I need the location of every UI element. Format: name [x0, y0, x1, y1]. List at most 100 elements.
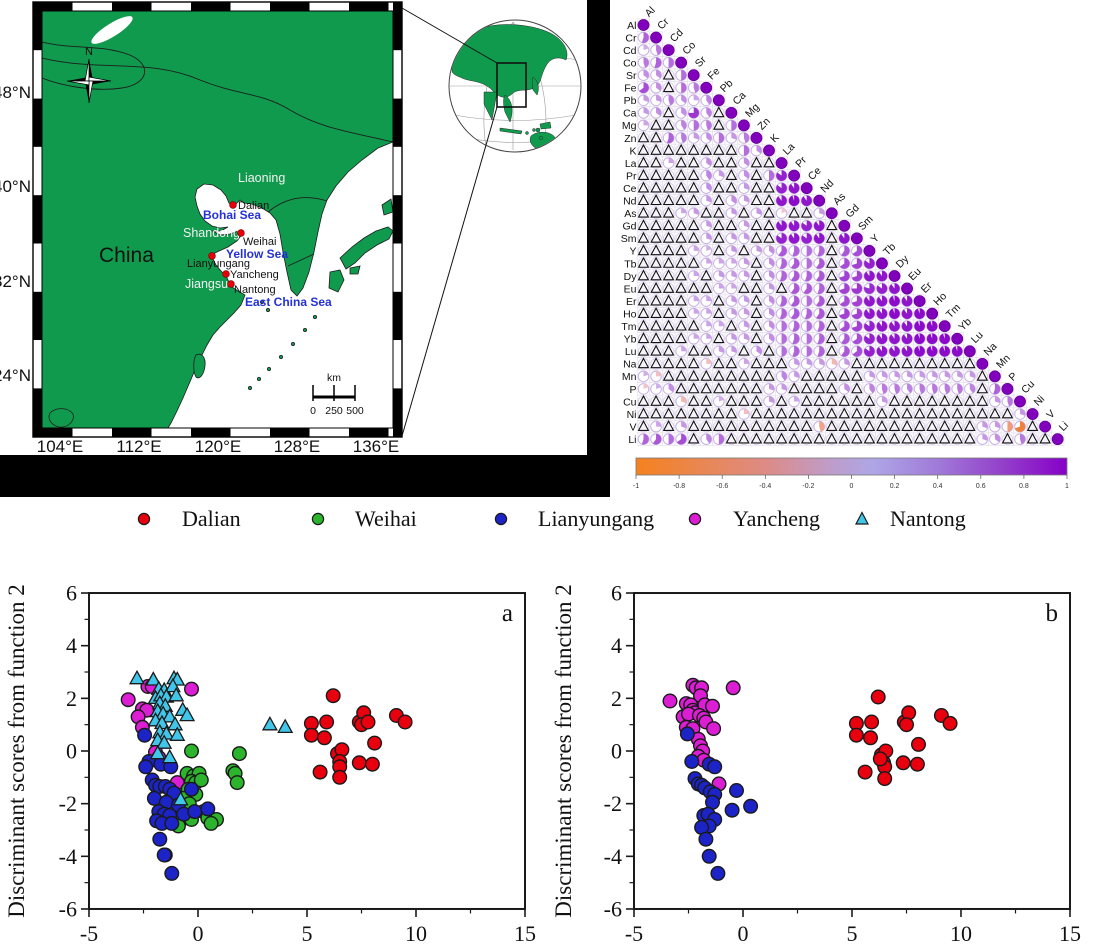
- corr-cell: [788, 382, 800, 395]
- corr-cell: [763, 344, 775, 358]
- corr-cell: [637, 131, 650, 144]
- x-tick-label: -5: [625, 921, 643, 946]
- corr-cell: [963, 357, 976, 370]
- corr-cell: [700, 206, 713, 220]
- corr-cell: [687, 207, 700, 220]
- corr-cell: [637, 370, 650, 383]
- corr-cell: [687, 295, 700, 307]
- data-point: [156, 734, 173, 749]
- corr-cell: [876, 432, 888, 445]
- corr-cell: [775, 207, 788, 220]
- corr-cell: [650, 31, 662, 44]
- corr-cell: [838, 270, 851, 282]
- corr-cell: [964, 370, 976, 383]
- corr-cell: [712, 420, 725, 433]
- corr-cell: [775, 182, 788, 194]
- x-tick-label: 5: [302, 921, 313, 946]
- corr-cell: [838, 369, 851, 383]
- corr-cell: [825, 319, 838, 333]
- corr-cell: [687, 382, 700, 395]
- corr-cell: [901, 332, 913, 345]
- corr-diagonal-label: Cu: [1019, 378, 1037, 396]
- corr-cell: [662, 157, 675, 169]
- scatter-plot-b: -5 0 5 10 15 -6 -4 -2 0 2 4 6 Discriminant scores fr…: [551, 581, 1081, 946]
- corr-cell: [637, 181, 650, 194]
- data-point: [728, 782, 744, 798]
- corr-cell: [863, 332, 876, 345]
- corr-cell: [637, 19, 650, 31]
- corr-cell: [901, 282, 913, 295]
- corr-cell: [788, 332, 800, 345]
- corr-cell: [838, 407, 851, 420]
- corr-cell: [876, 357, 888, 370]
- corr-cell: [863, 282, 876, 295]
- data-point: [187, 804, 203, 820]
- corr-cell: [687, 181, 700, 194]
- corr-cell: [662, 94, 675, 107]
- corr-cell: [687, 119, 700, 132]
- city-marker-Nantong: [227, 280, 235, 288]
- corr-cell: [750, 432, 763, 445]
- corr-cell: [788, 182, 800, 194]
- data-point: [360, 714, 376, 730]
- corr-diagonal-label: Sr: [693, 54, 709, 70]
- corr-cell: [788, 420, 800, 433]
- corr-cell: [825, 231, 838, 245]
- corr-cell: [687, 143, 700, 157]
- colorbar-tick-label: 0: [850, 483, 854, 490]
- data-point: [909, 756, 925, 772]
- colorbar-tick-label: -0.2: [802, 483, 814, 490]
- corr-row-label: Ho: [623, 308, 637, 320]
- corr-cell: [700, 295, 713, 307]
- corr-cell: [800, 394, 813, 408]
- corr-cell: [662, 394, 675, 408]
- corr-cell: [650, 156, 662, 169]
- corr-cell: [763, 357, 775, 370]
- corr-row-label: Zn: [624, 133, 636, 145]
- corr-cell: [1026, 432, 1039, 445]
- corr-cell: [662, 68, 675, 81]
- corr-cell: [888, 320, 901, 333]
- corr-cell: [976, 357, 989, 370]
- corr-cell: [675, 281, 687, 295]
- corr-cell: [712, 357, 725, 370]
- map-panel: 48°N 40°N 32°N 24°N 104°E 112°E 120°E 128°E 136°…: [0, 0, 610, 497]
- corr-cell: [650, 143, 662, 157]
- corr-cell: [1001, 432, 1014, 445]
- corr-cell: [926, 307, 939, 320]
- corr-cell: [913, 307, 926, 320]
- corr-cell: [700, 344, 713, 358]
- y-tick-label: 4: [66, 633, 77, 658]
- corr-cell: [888, 332, 901, 345]
- city-label: Dalian: [238, 200, 269, 212]
- corr-diagonal-label: Fe: [705, 65, 722, 82]
- data-point: [261, 715, 278, 731]
- corr-cell: [713, 320, 725, 333]
- data-point: [319, 714, 335, 730]
- corr-cell: [788, 395, 800, 408]
- corr-cell: [851, 295, 863, 307]
- data-point: [698, 831, 714, 847]
- corr-row-label: Nd: [623, 196, 637, 208]
- corr-cell: [725, 332, 738, 345]
- corr-cell: [976, 420, 989, 433]
- corr-cell: [951, 357, 964, 370]
- corr-cell: [788, 232, 800, 245]
- corr-cell: [813, 194, 826, 207]
- corr-cell: [650, 169, 662, 182]
- corr-cell: [888, 357, 901, 370]
- corr-cell: [951, 394, 964, 408]
- inset-leader-bottom: [401, 106, 498, 437]
- y-axis-title: Discriminant scores from function 2: [551, 584, 576, 917]
- corr-cell: [800, 320, 813, 333]
- corr-cell: [750, 281, 763, 295]
- corr-row-label: Sm: [621, 233, 637, 245]
- corr-cell: [838, 332, 851, 345]
- corr-cell: [963, 420, 976, 433]
- sea-label: Bohai Sea: [203, 208, 261, 222]
- corr-cell: [963, 407, 976, 420]
- corr-cell: [788, 270, 800, 282]
- corr-cell: [838, 282, 851, 295]
- corr-cell: [675, 357, 687, 370]
- corr-cell: [926, 357, 938, 370]
